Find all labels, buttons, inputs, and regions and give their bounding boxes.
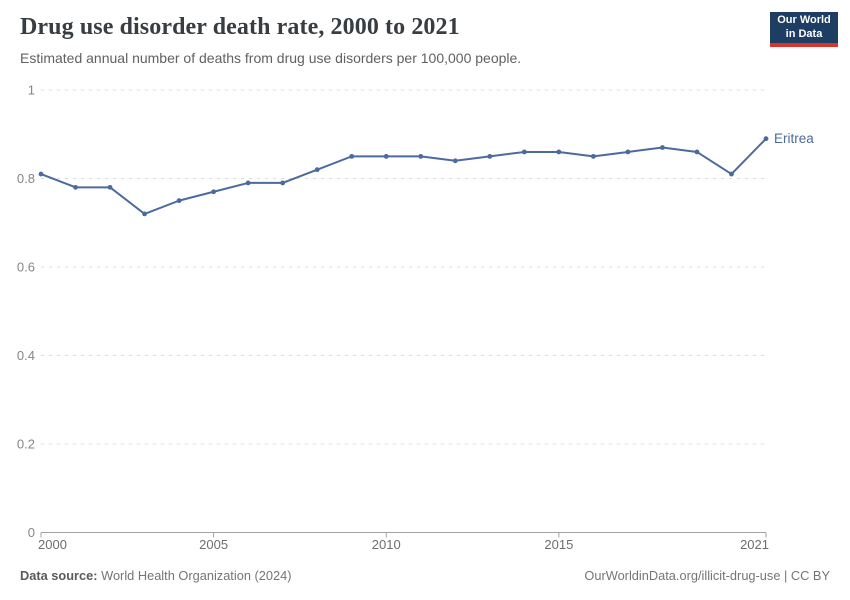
- owid-logo-line1: Our World: [777, 14, 831, 26]
- data-point[interactable]: [211, 189, 217, 195]
- chart-subtitle: Estimated annual number of deaths from d…: [20, 50, 522, 66]
- data-point[interactable]: [38, 171, 44, 177]
- data-point[interactable]: [763, 136, 769, 142]
- chart-header: Drug use disorder death rate, 2000 to 20…: [20, 14, 760, 66]
- x-tick-label: 2005: [199, 537, 228, 552]
- data-point[interactable]: [521, 149, 527, 155]
- data-point[interactable]: [418, 153, 424, 159]
- data-source-value: World Health Organization (2024): [101, 568, 292, 583]
- attribution-link[interactable]: OurWorldinData.org/illicit-drug-use | CC…: [584, 568, 830, 583]
- data-point[interactable]: [487, 153, 493, 159]
- data-source-label: Data source:: [20, 568, 98, 583]
- data-point[interactable]: [142, 211, 147, 217]
- owid-logo-line2: in Data: [785, 27, 823, 40]
- y-tick-label: 0: [28, 525, 35, 540]
- data-point[interactable]: [590, 153, 596, 159]
- data-point[interactable]: [452, 158, 458, 164]
- data-point[interactable]: [349, 153, 355, 159]
- y-tick-label: 0.2: [17, 437, 35, 452]
- y-tick-label: 0.8: [17, 171, 35, 186]
- data-point[interactable]: [73, 184, 78, 190]
- data-point[interactable]: [556, 149, 562, 155]
- data-point[interactable]: [383, 153, 389, 159]
- x-tick-label: 2010: [372, 537, 401, 552]
- data-point[interactable]: [107, 184, 113, 190]
- y-tick-label: 0.6: [17, 260, 35, 275]
- data-point[interactable]: [314, 167, 320, 173]
- data-point[interactable]: [245, 180, 251, 186]
- page-title: Drug use disorder death rate, 2000 to 20…: [20, 14, 460, 40]
- data-point[interactable]: [729, 171, 734, 177]
- data-point[interactable]: [660, 145, 665, 150]
- y-tick-label: 0.4: [17, 348, 35, 363]
- data-point[interactable]: [176, 198, 182, 204]
- data-point[interactable]: [625, 149, 631, 155]
- entity-label-eritrea[interactable]: Eritrea: [774, 131, 814, 146]
- data-source: Data source: World Health Organization (…: [20, 568, 292, 583]
- owid-logo[interactable]: Our World in Data: [770, 12, 838, 47]
- series-line-eritrea[interactable]: [40, 137, 767, 215]
- y-tick-label: 1: [28, 83, 35, 98]
- data-point[interactable]: [280, 180, 286, 186]
- x-tick-label: 2000: [38, 537, 67, 552]
- x-tick-label: 2021: [740, 537, 769, 552]
- chart-footer: Data source: World Health Organization (…: [20, 568, 830, 583]
- x-tick-label: 2015: [544, 537, 573, 552]
- data-point[interactable]: [694, 149, 700, 155]
